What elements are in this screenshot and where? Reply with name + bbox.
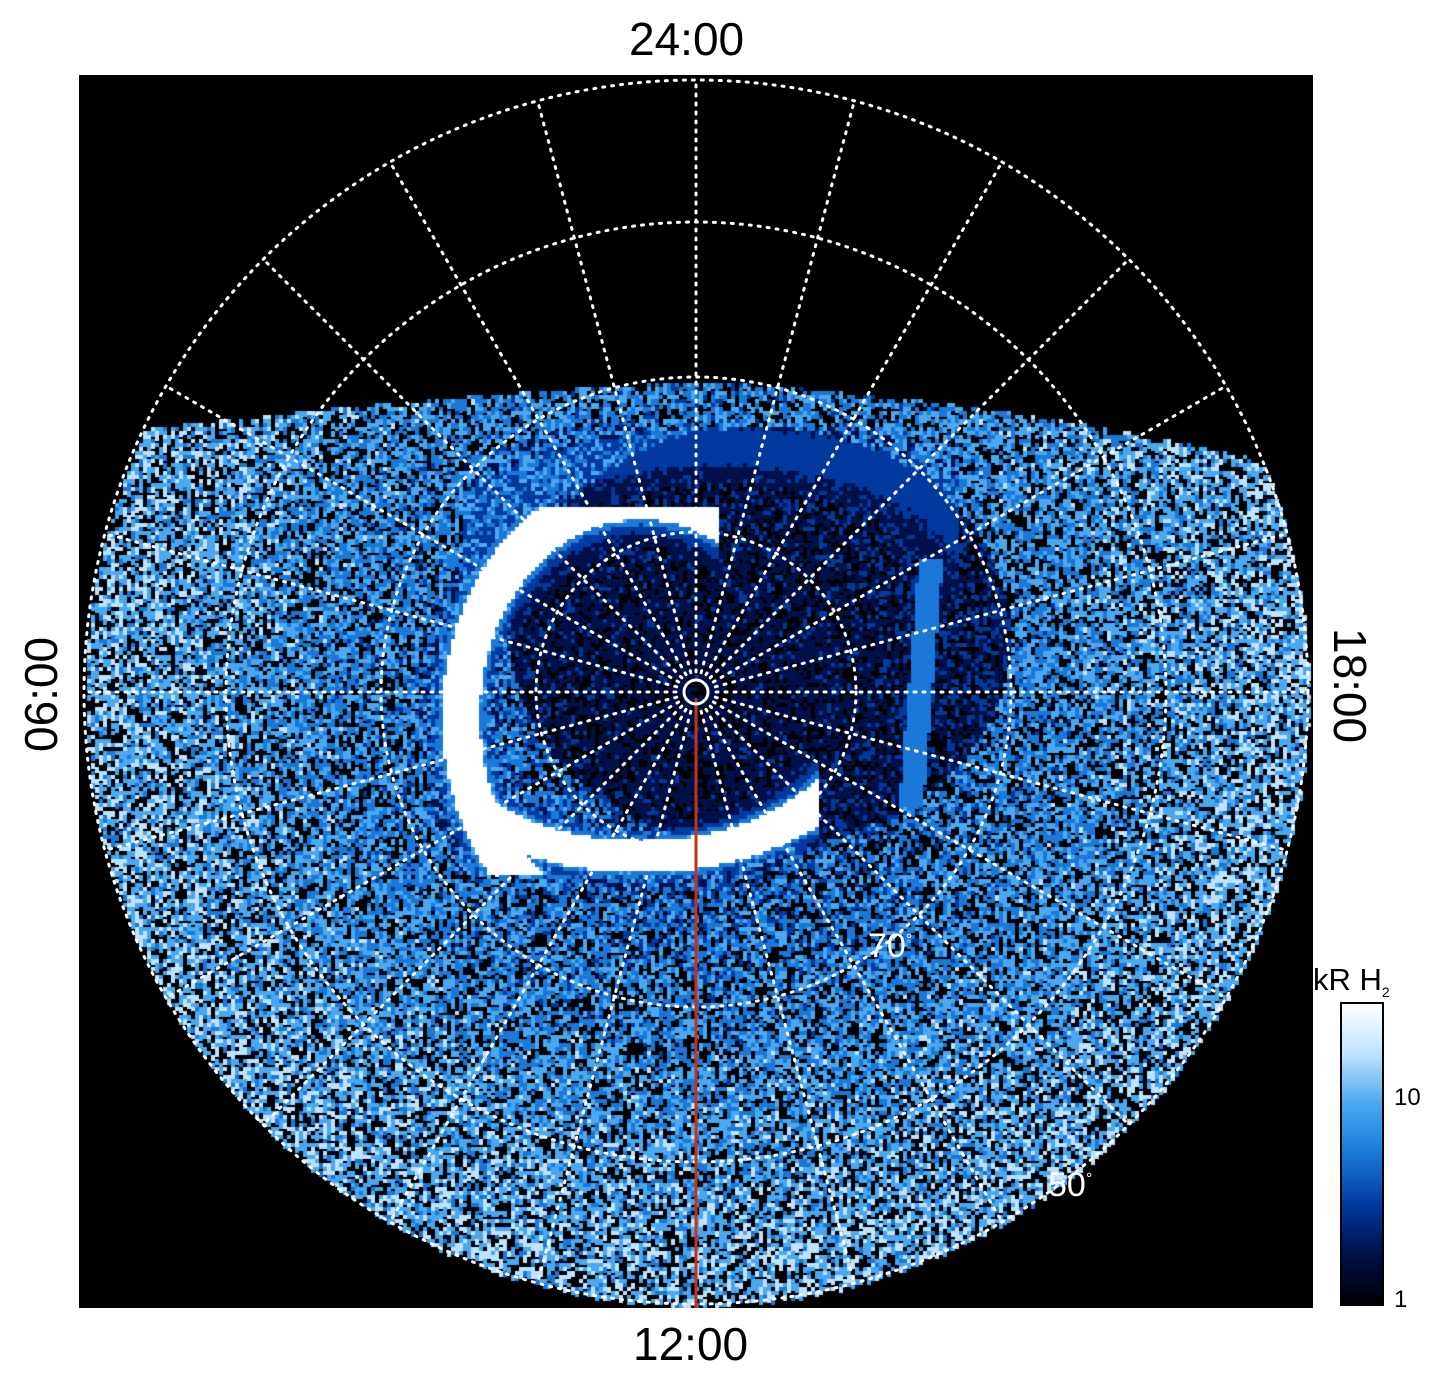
meridian-grid-line-2 [711,700,1228,1000]
meridian-grid-line-10 [164,700,681,1000]
meridian-grid-line-3 [708,704,1131,1127]
local-time-label-right: 18:00 [1324,628,1376,744]
local-time-label-top: 24:00 [629,13,745,65]
local-time-label-bottom: 12:00 [633,1318,749,1370]
meridian-grid-line-8 [388,707,688,1224]
latitude-label-50: 50° [1048,1166,1093,1204]
colorbar-tick-10: 10 [1394,1084,1421,1111]
meridian-grid-line-23 [713,532,1289,689]
pole-marker-icon [682,678,710,706]
meridian-grid-line-15 [261,257,684,680]
meridian-grid-line-17 [536,99,693,675]
local-time-label-right-wrap: 18:00 [1324,628,1376,748]
meridian-grid-line-22 [711,384,1228,684]
meridian-grid-line-7 [536,709,693,1285]
meridian-grid-line-21 [708,257,1131,680]
local-time-label-left: 06:00 [15,636,67,752]
meridian-grid-line-1 [713,695,1289,852]
latitude-circle-0 [82,78,1310,1306]
colorbar [1340,1002,1384,1306]
meridian-grid-line-16 [388,160,688,677]
meridian-grid-line-13 [103,532,679,689]
colorbar-tick-1: 1 [1394,1286,1408,1313]
meridian-grid-line-11 [103,695,679,852]
meridian-grid-line-9 [261,704,684,1127]
meridian-grid-line-19 [699,99,856,675]
local-time-label-left-wrap: 06:00 [15,632,68,752]
latitude-label-70: 70° [868,927,913,965]
meridian-grid-line-14 [164,384,681,684]
meridian-grid-line-4 [704,707,1004,1224]
meridian-grid-line-5 [699,709,856,1285]
meridian-grid-line-20 [704,160,1004,677]
colorbar-title: kR H2 [1313,962,1390,1001]
